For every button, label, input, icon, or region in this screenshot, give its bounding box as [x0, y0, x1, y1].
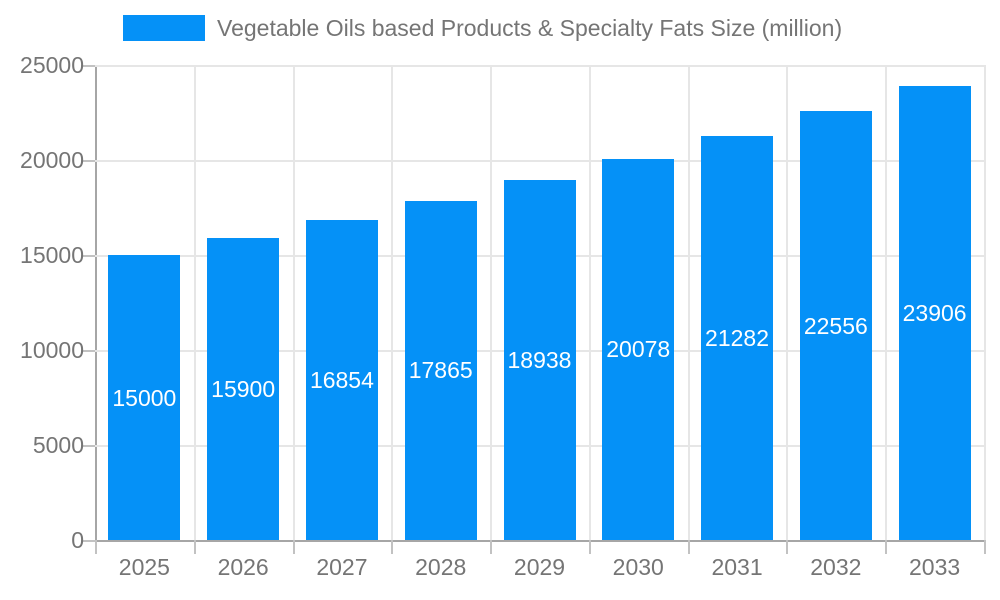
x-tick-label: 2028	[415, 554, 467, 580]
y-axis-line	[95, 65, 97, 540]
x-tick-label: 2032	[810, 554, 862, 580]
x-gridline	[786, 65, 789, 540]
bar-2031[interactable]	[701, 135, 774, 540]
x-gridline	[193, 65, 196, 540]
y-tick-label: 0	[71, 527, 84, 553]
bar-2025[interactable]	[108, 255, 181, 540]
x-axis-tick	[193, 540, 196, 554]
y-gridline	[95, 65, 984, 67]
plot-area: 15000 15900 16854 17865 18938 20078 21282 22556…	[95, 65, 986, 540]
legend-swatch-icon[interactable]	[123, 15, 205, 41]
x-gridline	[984, 65, 986, 540]
bar-2027[interactable]	[305, 219, 378, 540]
y-tick-label: 5000	[32, 432, 84, 458]
bar-2032[interactable]	[799, 111, 872, 540]
x-gridline	[490, 65, 493, 540]
x-tick-label: 2029	[513, 554, 566, 580]
x-axis-tick	[885, 540, 888, 554]
legend-label[interactable]: Vegetable Oils based Products & Specialt…	[217, 15, 843, 41]
y-axis-tick	[81, 350, 95, 352]
bar-2028[interactable]	[404, 200, 477, 540]
x-axis-tick	[588, 540, 591, 554]
x-gridline	[588, 65, 591, 540]
bar-2026[interactable]	[207, 237, 280, 540]
legend[interactable]: Vegetable Oils based Products & Specialt…	[123, 15, 842, 41]
y-axis-tick	[81, 65, 95, 67]
y-tick-label: 20000	[20, 147, 84, 173]
x-tick-label: 2030	[612, 554, 664, 580]
x-gridline	[885, 65, 888, 540]
y-tick-label: 10000	[20, 337, 84, 363]
x-axis-tick	[292, 540, 295, 554]
y-axis-tick	[81, 160, 95, 162]
bar-2030[interactable]	[602, 158, 675, 540]
x-gridline	[687, 65, 690, 540]
x-axis-tick	[984, 540, 986, 554]
y-axis-tick	[81, 540, 95, 542]
x-tick-label: 2033	[909, 554, 961, 580]
y-axis-tick	[81, 445, 95, 447]
x-tick-label: 2026	[217, 554, 269, 580]
x-axis-tick	[687, 540, 690, 554]
y-gridline	[95, 160, 984, 162]
x-axis-tick	[786, 540, 789, 554]
x-tick-label: 2025	[118, 554, 170, 580]
y-tick-label: 15000	[20, 242, 84, 268]
x-tick-label: 2031	[711, 554, 763, 580]
x-axis-tick	[391, 540, 394, 554]
x-axis-tick	[490, 540, 493, 554]
y-tick-label: 25000	[20, 52, 84, 78]
x-gridline	[391, 65, 394, 540]
bar-2029[interactable]	[503, 180, 576, 540]
x-axis-tick	[95, 540, 97, 554]
y-axis-tick	[81, 255, 95, 257]
bar-2033[interactable]	[898, 85, 971, 540]
x-tick-label: 2027	[316, 554, 368, 580]
x-axis-line	[95, 540, 984, 542]
x-gridline	[292, 65, 295, 540]
